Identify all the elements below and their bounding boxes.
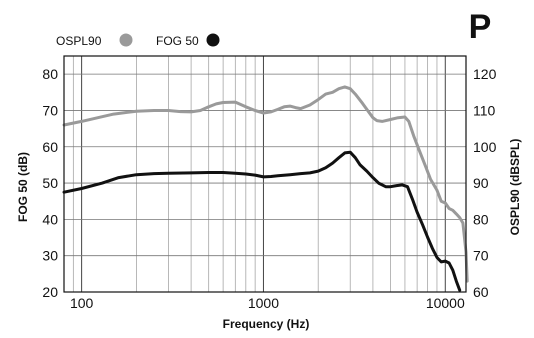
left-y-tick-label: 60 [42,139,58,155]
series-line-fog50 [62,150,462,292]
tick-labels: 100 1000 10000 20 30 40 50 60 70 80 60 70 80 90 100 110… [42,66,496,311]
left-y-tick-label: 30 [42,248,58,264]
legend-swatch-fog50 [206,33,220,47]
x-tick-label: 1000 [248,295,279,311]
product-badge: P [469,8,492,46]
plot-frame [63,55,467,293]
right-y-tick-label: 110 [473,102,496,118]
left-y-tick-label: 80 [42,66,58,82]
right-y-tick-label: 100 [473,139,497,155]
left-y-tick-label: 20 [42,284,58,300]
series-layer [62,85,469,292]
left-y-tick-label: 40 [42,211,58,227]
x-tick-label: 10000 [426,295,465,311]
legend-label-fog50: FOG 50 [156,34,199,48]
left-axis-title: FOG 50 (dB) [16,152,30,222]
x-axis-title: Frequency (Hz) [223,317,310,331]
x-tick-label: 100 [70,295,94,311]
right-y-tick-label: 80 [473,211,489,227]
right-y-tick-label: 70 [473,248,489,264]
legend-swatch-ospl90 [119,33,133,47]
series-line-ospl90 [62,85,469,283]
left-y-tick-label: 50 [42,175,58,191]
legend: OSPL90 FOG 50 [56,33,220,48]
right-y-tick-label: 90 [473,175,489,191]
right-y-tick-label: 60 [473,284,489,300]
right-y-tick-label: 120 [473,66,497,82]
grid-lines [64,56,466,292]
right-axis-title: OSPL90 (dBSPL) [508,139,522,236]
left-y-tick-label: 70 [42,102,58,118]
legend-label-ospl90: OSPL90 [56,34,102,48]
